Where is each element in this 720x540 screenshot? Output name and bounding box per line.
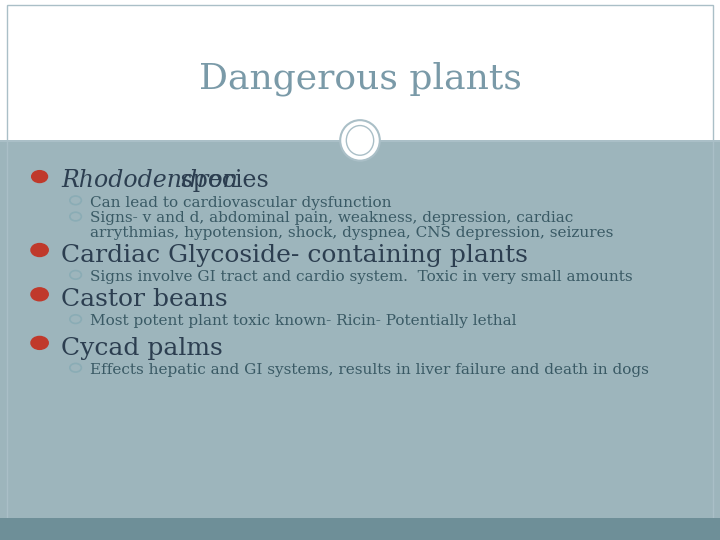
Bar [0,140,720,142]
Text: Rhododendron: Rhododendron [61,170,238,192]
Text: Cycad palms: Cycad palms [61,337,223,360]
Text: Castor beans: Castor beans [61,288,228,311]
Circle shape [31,336,48,349]
Text: Most potent plant toxic known- Ricin- Potentially lethal: Most potent plant toxic known- Ricin- Po… [90,314,516,328]
Text: Can lead to cardiovascular dysfunction: Can lead to cardiovascular dysfunction [90,195,392,210]
Bar [0,518,720,540]
Text: arrythmias, hypotension, shock, dyspnea, CNS depression, seizures: arrythmias, hypotension, shock, dyspnea,… [90,226,613,240]
Circle shape [31,244,48,256]
Text: Signs- v and d, abdominal pain, weakness, depression, cardiac: Signs- v and d, abdominal pain, weakness… [90,211,573,225]
Text: species: species [173,170,269,192]
Text: Cardiac Glycoside- containing plants: Cardiac Glycoside- containing plants [61,244,528,267]
Circle shape [32,171,48,183]
Text: Signs involve GI tract and cardio system.  Toxic in very small amounts: Signs involve GI tract and cardio system… [90,270,633,284]
Bar [0,140,720,540]
Text: Effects hepatic and GI systems, results in liver failure and death in dogs: Effects hepatic and GI systems, results … [90,363,649,377]
Text: Dangerous plants: Dangerous plants [199,61,521,96]
Ellipse shape [340,120,380,160]
Circle shape [31,288,48,301]
